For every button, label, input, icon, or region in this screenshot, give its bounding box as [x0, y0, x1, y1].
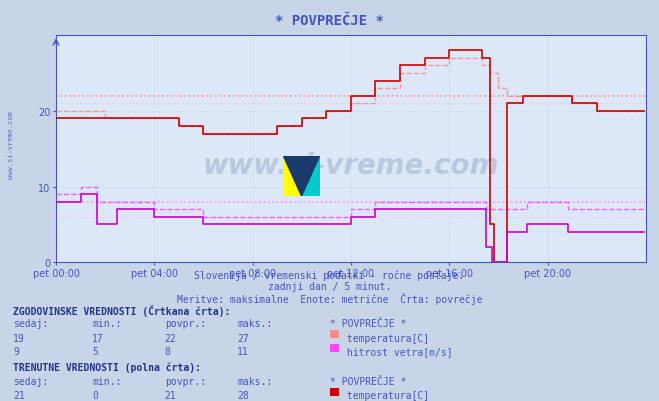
Text: * POVPREČJE *: * POVPREČJE *	[330, 318, 406, 328]
Text: * POVPREČJE *: * POVPREČJE *	[275, 14, 384, 28]
Text: Meritve: maksimalne  Enote: metrične  Črta: povrečje: Meritve: maksimalne Enote: metrične Črta…	[177, 293, 482, 305]
Text: 0: 0	[92, 390, 98, 400]
Text: maks.:: maks.:	[237, 318, 272, 328]
Text: 28: 28	[237, 390, 249, 400]
Text: www.si-vreme.com: www.si-vreme.com	[8, 110, 14, 178]
Text: 21: 21	[13, 390, 25, 400]
Text: ZGODOVINSKE VREDNOSTI (Črtkana črta):: ZGODOVINSKE VREDNOSTI (Črtkana črta):	[13, 304, 231, 316]
Text: Slovenija / vremenski podatki - ročne postaje.: Slovenija / vremenski podatki - ročne po…	[194, 269, 465, 280]
Polygon shape	[283, 156, 302, 196]
Text: 5: 5	[92, 346, 98, 356]
Polygon shape	[283, 156, 320, 196]
Text: 11: 11	[237, 346, 249, 356]
Text: TRENUTNE VREDNOSTI (polna črta):: TRENUTNE VREDNOSTI (polna črta):	[13, 361, 201, 372]
Text: temperatura[C]: temperatura[C]	[341, 390, 430, 400]
Text: 17: 17	[92, 333, 104, 343]
Text: sedaj:: sedaj:	[13, 376, 48, 386]
Text: hitrost vetra[m/s]: hitrost vetra[m/s]	[341, 346, 453, 356]
Text: temperatura[C]: temperatura[C]	[341, 333, 430, 343]
Text: maks.:: maks.:	[237, 376, 272, 386]
Text: min.:: min.:	[92, 318, 122, 328]
Text: 27: 27	[237, 333, 249, 343]
Text: 21: 21	[165, 390, 177, 400]
Text: sedaj:: sedaj:	[13, 318, 48, 328]
Text: zadnji dan / 5 minut.: zadnji dan / 5 minut.	[268, 282, 391, 292]
Polygon shape	[302, 156, 320, 196]
Text: 9: 9	[13, 346, 19, 356]
Text: povpr.:: povpr.:	[165, 376, 206, 386]
Text: min.:: min.:	[92, 376, 122, 386]
Text: 19: 19	[13, 333, 25, 343]
Text: * POVPREČJE *: * POVPREČJE *	[330, 376, 406, 386]
Text: 8: 8	[165, 346, 171, 356]
Text: povpr.:: povpr.:	[165, 318, 206, 328]
Text: 22: 22	[165, 333, 177, 343]
Text: www.si-vreme.com: www.si-vreme.com	[203, 151, 499, 179]
